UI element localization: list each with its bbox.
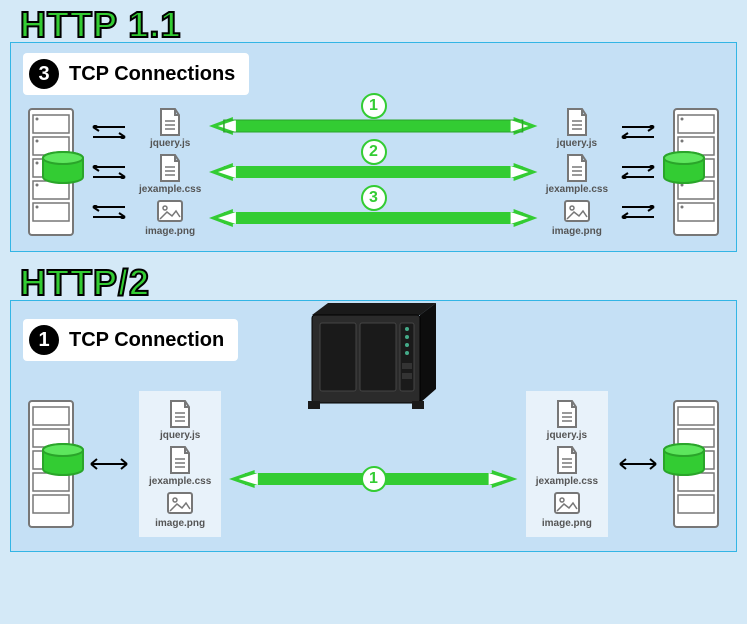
file-label: jquery.js (547, 430, 587, 441)
connection-number: 1 (361, 93, 387, 119)
image-icon (166, 491, 194, 517)
file-label: jquery.js (160, 430, 200, 441)
black-arrows-right (616, 125, 660, 219)
file-label: jexample.css (149, 476, 211, 487)
file-item: image.png (145, 199, 195, 237)
connection-number: 1 (361, 466, 387, 492)
files-box-left: jquery.js jexample.css image.png (139, 391, 221, 537)
image-icon (553, 491, 581, 517)
file-item: jquery.js (150, 107, 190, 149)
file-icon (157, 153, 183, 183)
http11-diagram: jquery.js jexample.css image.png (23, 107, 724, 237)
server-right-icon (668, 399, 724, 529)
black-arrow-right (616, 457, 660, 471)
file-label: jexample.css (546, 184, 608, 195)
file-item: jexample.css (546, 153, 608, 195)
file-icon (167, 445, 193, 475)
file-label: jquery.js (150, 138, 190, 149)
http2-badge: 1 TCP Connection (23, 319, 238, 361)
file-label: image.png (552, 226, 602, 237)
file-label: image.png (542, 518, 592, 529)
badge-text: TCP Connection (69, 329, 224, 352)
file-icon (157, 107, 183, 137)
server-left-icon (23, 399, 79, 529)
file-item: jquery.js (557, 107, 597, 149)
file-item: jquery.js (547, 399, 587, 441)
http11-badge: 3 TCP Connections (23, 53, 249, 95)
connection-arrow: 3 (209, 209, 537, 227)
http11-title: HTTP 1.1 (20, 4, 737, 46)
server-left-icon (23, 107, 79, 237)
http11-panel: 3 TCP Connections (10, 42, 737, 252)
nas-device-icon (304, 293, 444, 418)
connection-arrow: 1 (209, 117, 537, 135)
connection-number: 3 (361, 185, 387, 211)
files-right: jquery.js jexample.css image.png (546, 107, 608, 237)
black-arrows-left (87, 125, 131, 219)
file-label: jexample.css (139, 184, 201, 195)
connection-number: 2 (361, 139, 387, 165)
file-label: jexample.css (536, 476, 598, 487)
file-icon (564, 107, 590, 137)
badge-number: 3 (29, 59, 59, 89)
file-item: jexample.css (139, 153, 201, 195)
file-item: image.png (155, 491, 205, 529)
http2-section: HTTP/2 1 TCP Connection (10, 262, 737, 552)
server-right-icon (668, 107, 724, 237)
file-item: jquery.js (160, 399, 200, 441)
file-item: jexample.css (536, 445, 598, 487)
file-label: image.png (145, 226, 195, 237)
files-left: jquery.js jexample.css image.png (139, 107, 201, 237)
image-icon (156, 199, 184, 225)
http11-section: HTTP 1.1 3 TCP Connections (10, 4, 737, 252)
connection-arrow: 1 (229, 470, 517, 488)
file-icon (564, 153, 590, 183)
badge-text: TCP Connections (69, 63, 235, 86)
file-item: image.png (552, 199, 602, 237)
connection-arrow: 2 (209, 163, 537, 181)
file-item: jexample.css (149, 445, 211, 487)
image-icon (563, 199, 591, 225)
file-icon (554, 445, 580, 475)
file-label: image.png (155, 518, 205, 529)
file-icon (167, 399, 193, 429)
green-arrows: 1 2 3 (209, 117, 537, 227)
black-arrow-left (87, 457, 131, 471)
files-box-right: jquery.js jexample.css image.png (526, 391, 608, 537)
file-item: image.png (542, 491, 592, 529)
badge-number: 1 (29, 325, 59, 355)
file-icon (554, 399, 580, 429)
file-label: jquery.js (557, 138, 597, 149)
http2-panel: 1 TCP Connection (10, 300, 737, 552)
